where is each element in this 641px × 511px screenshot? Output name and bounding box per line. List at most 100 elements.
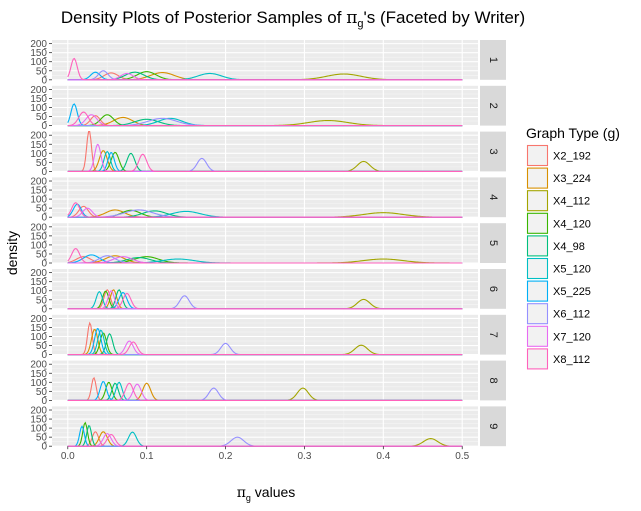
facet-panels: 050100150200----1050100150200----2050100… <box>30 39 506 453</box>
y-tick-label: 0 <box>41 304 47 315</box>
legend-item-X5_225: X5_225 <box>526 280 591 302</box>
y-tick-dash: - <box>44 337 47 348</box>
y-tick-dash: - <box>44 346 47 357</box>
y-tick-label: 200 <box>30 85 47 96</box>
y-tick-dash: - <box>44 419 47 430</box>
y-tick-dash: - <box>44 428 47 439</box>
y-tick-label: 0 <box>41 442 47 453</box>
facet-strip <box>480 223 506 263</box>
facet-strip <box>480 360 506 401</box>
legend-item-X2_192: X2_192 <box>526 144 591 167</box>
y-tick-label: 0 <box>41 167 47 178</box>
y-tick-dash: - <box>44 199 47 210</box>
y-tick-label: 150 <box>30 140 47 151</box>
x-tick-label: 0.1 <box>140 451 154 462</box>
y-tick-label: 150 <box>30 94 47 105</box>
y-tick-label: 200 <box>30 131 47 142</box>
legend-label: X5_120 <box>553 264 591 276</box>
legend: Graph Type (g) X2_192 X3_224 X4_112 X4_120 X… <box>526 125 620 370</box>
facet-strip <box>480 177 506 218</box>
y-tick-label: 50 <box>36 66 48 77</box>
y-tick-dash: - <box>44 108 47 119</box>
y-tick-label: 200 <box>30 222 47 233</box>
density-curve-X8_112 <box>67 433 463 447</box>
legend-key <box>526 280 549 302</box>
y-tick-dash: - <box>44 318 47 329</box>
y-tick-dash: - <box>44 291 47 302</box>
legend-item-X8_112: X8_112 <box>526 348 590 370</box>
y-tick-dash: - <box>44 153 47 164</box>
y-tick-dash: - <box>44 282 47 293</box>
y-tick-dash: - <box>44 273 47 284</box>
y-tick-label: 150 <box>30 415 47 426</box>
legend-label: X2_192 <box>553 151 591 163</box>
x-axis: 0.0 0.1 0.2 0.3 0.4 0.5 <box>61 446 470 462</box>
y-tick-label: 50 <box>36 295 48 306</box>
y-tick-label: 50 <box>36 433 48 444</box>
y-tick-dash: - <box>44 364 47 375</box>
y-axis-label: density <box>4 231 20 275</box>
y-tick-dash: - <box>44 227 47 238</box>
x-tick-label: 0.0 <box>61 451 75 462</box>
x-tick-label: 0.4 <box>376 451 390 462</box>
y-tick-label: 0 <box>41 213 47 224</box>
facet-strip <box>480 314 506 355</box>
y-tick-dash: - <box>44 382 47 393</box>
legend-label: X4_120 <box>553 218 591 230</box>
y-tick-label: 150 <box>30 369 47 380</box>
y-tick-label: 50 <box>36 158 48 169</box>
y-tick-dash: - <box>44 373 47 384</box>
y-tick-dash: - <box>44 410 47 421</box>
facet-strip-label: 4 <box>487 194 499 200</box>
y-tick-label: 50 <box>36 249 48 260</box>
legend-key <box>526 190 549 212</box>
legend-label: X7_120 <box>553 331 591 343</box>
facet-strip <box>480 85 506 126</box>
y-tick-dash: - <box>44 62 47 73</box>
y-tick-label: 100 <box>30 103 47 114</box>
density-curve-X8_112 <box>67 153 463 172</box>
y-tick-dash: - <box>44 391 47 402</box>
density-curve-X8_112 <box>67 382 463 401</box>
y-tick-dash: - <box>44 190 47 201</box>
y-tick-dash: - <box>44 327 47 338</box>
y-tick-dash: - <box>44 245 47 256</box>
y-tick-dash: - <box>44 162 47 173</box>
y-tick-label: 100 <box>30 424 47 435</box>
y-tick-label: 50 <box>36 341 48 352</box>
y-tick-label: 0 <box>41 259 47 270</box>
legend-key <box>526 303 549 325</box>
legend-label: X5_225 <box>553 286 591 298</box>
density-curve-X8_112 <box>67 202 463 218</box>
y-tick-label: 0 <box>41 396 47 407</box>
y-tick-label: 200 <box>30 268 47 279</box>
y-tick-dash: - <box>44 236 47 247</box>
y-tick-label: 50 <box>36 387 48 398</box>
y-tick-label: 150 <box>30 277 47 288</box>
y-tick-label: 100 <box>30 149 47 160</box>
x-axis-label: πg values <box>237 484 296 503</box>
y-tick-label: 100 <box>30 378 47 389</box>
y-tick-label: 100 <box>30 332 47 343</box>
y-tick-label: 200 <box>30 39 47 50</box>
y-tick-label: 150 <box>30 186 47 197</box>
y-tick-label: 200 <box>30 360 47 371</box>
legend-key <box>526 212 549 234</box>
y-tick-label: 100 <box>30 195 47 206</box>
y-tick-label: 0 <box>41 350 47 361</box>
legend-item-X6_112: X6_112 <box>526 303 590 325</box>
legend-label: X8_112 <box>553 354 590 366</box>
x-tick-label: 0.5 <box>455 451 469 462</box>
legend-item-X3_224: X3_224 <box>526 167 591 189</box>
y-tick-label: 100 <box>30 240 47 251</box>
legend-item-X4_120: X4_120 <box>526 212 591 234</box>
y-tick-label: 100 <box>30 286 47 297</box>
